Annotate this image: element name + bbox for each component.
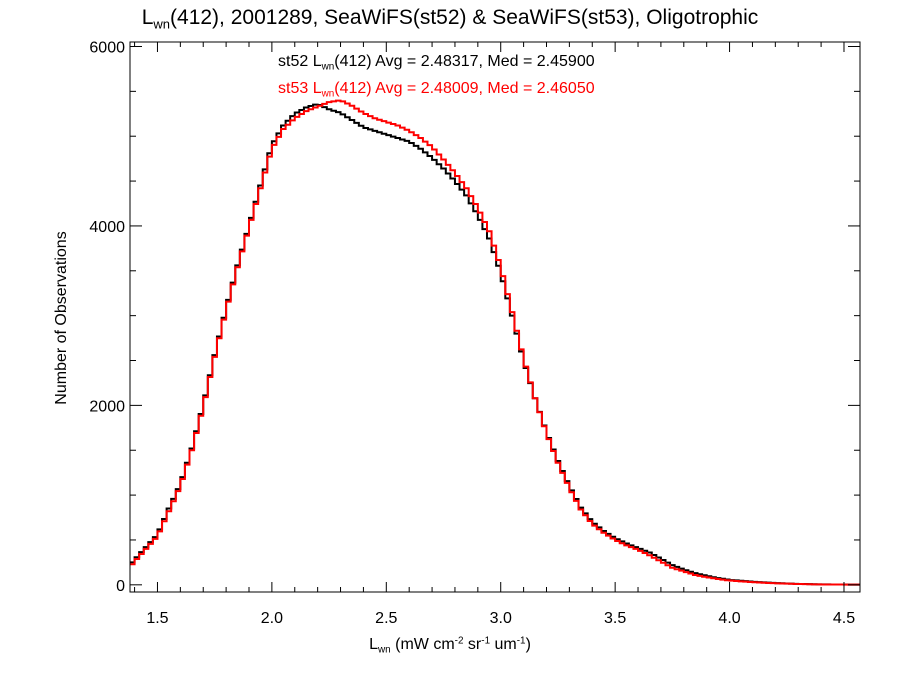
y-tick-label: 2000 (89, 398, 125, 415)
x-tick-label: 4.5 (833, 610, 855, 627)
y-tick-label: 4000 (89, 219, 125, 236)
title-subscript: wn (153, 16, 171, 32)
x-label-text: sr (463, 636, 482, 653)
x-tick-label: 4.0 (718, 610, 740, 627)
annotation-st52: st52 Lwn(412) Avg = 2.48317, Med = 2.459… (278, 53, 595, 73)
y-axis-label: Number of Observations (53, 231, 70, 405)
chart-title: Lwn(412), 2001289, SeaWiFS(st52) & SeaWi… (141, 6, 759, 32)
x-label-text: (mW cm (390, 636, 455, 653)
y-tick-label: 0 (116, 578, 125, 595)
x-label-text: ) (525, 636, 531, 653)
histogram-series-st52 (130, 103, 860, 586)
x-tick-label: 2.5 (375, 610, 397, 627)
x-label-text: um (490, 636, 517, 653)
x-tick-label: 2.0 (261, 610, 283, 627)
x-label-superscript: -2 (454, 635, 464, 647)
x-label-text: L (369, 636, 379, 653)
x-label-subscript: wn (378, 644, 391, 656)
y-tick-label: 6000 (89, 39, 125, 56)
plot-frame (129, 41, 861, 593)
annotation-st53: st53 Lwn(412) Avg = 2.48009, Med = 2.460… (278, 80, 595, 100)
x-tick-label: 3.0 (490, 610, 512, 627)
x-tick-label: 3.5 (604, 610, 626, 627)
x-axis-label: Lwn (mW cm-2 sr-1 um-1) (0, 635, 900, 656)
x-label-superscript: -1 (481, 635, 491, 647)
x-tick-label: 1.5 (146, 610, 168, 627)
histogram-series-st53 (130, 99, 860, 586)
x-label-superscript: -1 (516, 635, 526, 647)
